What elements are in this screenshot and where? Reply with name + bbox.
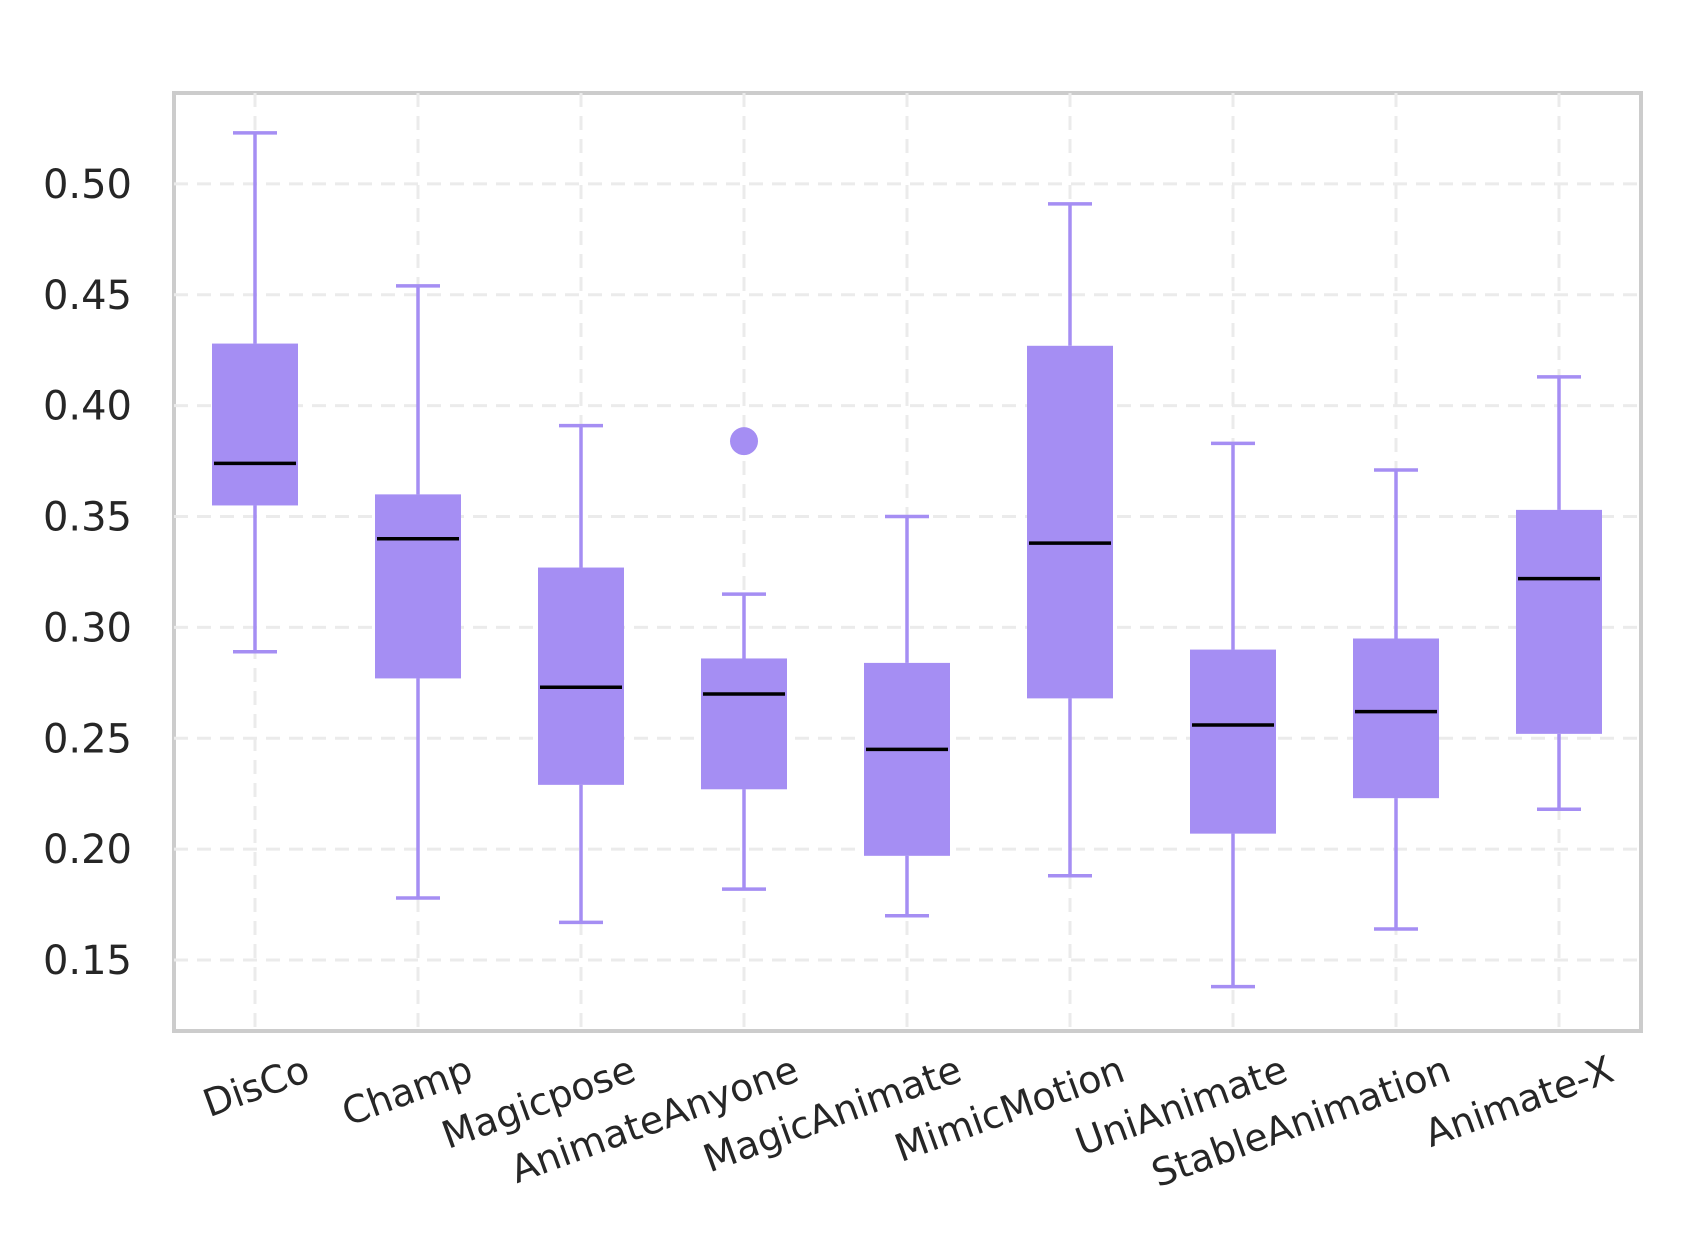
iqr-box <box>375 494 461 679</box>
boxes <box>212 131 1602 989</box>
box-unianimate <box>1190 441 1276 989</box>
x-axis-tick-labels: DisCo ChampMagicposeAnimateAnyoneMagicAni… <box>197 1047 1619 1196</box>
y-tick-label: 0.15 <box>43 938 132 984</box>
iqr-box <box>1516 509 1602 734</box>
box-stableanimation <box>1353 468 1439 931</box>
iqr-box <box>701 658 787 790</box>
box-magicanimate <box>864 514 950 918</box>
y-tick-label: 0.25 <box>43 716 132 762</box>
x-tick-label: Animate-X <box>1419 1047 1619 1156</box>
outlier-point <box>730 427 758 456</box>
iqr-box <box>1190 649 1276 834</box>
y-tick-label: 0.40 <box>43 384 132 430</box>
box-disco <box>212 131 298 654</box>
box-animateanyone <box>701 427 787 891</box>
iqr-box <box>1027 345 1113 699</box>
y-tick-label: 0.30 <box>43 605 132 651</box>
box-mimicmotion <box>1027 202 1113 878</box>
x-tick-label: DisCo <box>197 1047 315 1126</box>
iqr-box <box>864 662 950 856</box>
box-animate-x <box>1516 375 1602 812</box>
y-tick-label: 0.50 <box>43 162 132 208</box>
box-champ <box>375 284 461 900</box>
y-axis-tick-labels: 0.15 0.20 0.25 0.30 0.35 0.40 0.45 0.50 <box>43 162 132 984</box>
box-magicpose <box>538 423 624 925</box>
iqr-box <box>212 343 298 506</box>
iqr-box <box>538 567 624 785</box>
y-tick-label: 0.35 <box>43 495 132 541</box>
y-tick-label: 0.20 <box>43 827 132 873</box>
iqr-box <box>1353 638 1439 799</box>
y-tick-label: 0.45 <box>43 273 132 319</box>
